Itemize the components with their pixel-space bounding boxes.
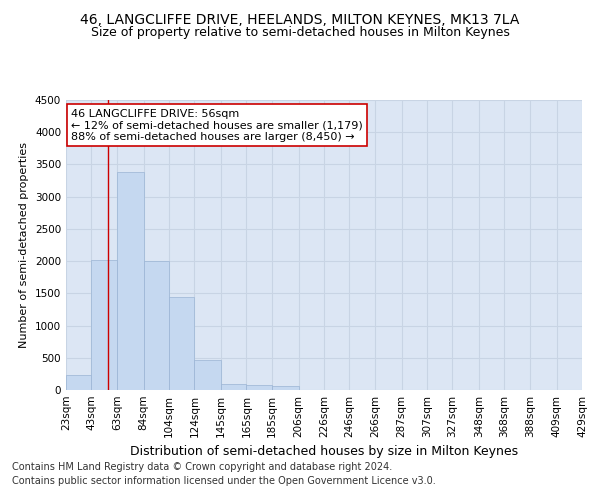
Bar	[169, 296, 194, 390]
Bar	[143, 261, 169, 390]
Text: Size of property relative to semi-detached houses in Milton Keynes: Size of property relative to semi-detach…	[91, 26, 509, 39]
X-axis label: Distribution of semi-detached houses by size in Milton Keynes: Distribution of semi-detached houses by …	[130, 446, 518, 458]
Bar	[221, 384, 247, 390]
Bar	[194, 360, 221, 390]
Bar	[272, 386, 299, 390]
Bar	[247, 386, 272, 390]
Text: Contains public sector information licensed under the Open Government Licence v3: Contains public sector information licen…	[12, 476, 436, 486]
Bar	[66, 375, 91, 390]
Text: 46 LANGCLIFFE DRIVE: 56sqm
← 12% of semi-detached houses are smaller (1,179)
88%: 46 LANGCLIFFE DRIVE: 56sqm ← 12% of semi…	[71, 108, 363, 142]
Y-axis label: Number of semi-detached properties: Number of semi-detached properties	[19, 142, 29, 348]
Text: Contains HM Land Registry data © Crown copyright and database right 2024.: Contains HM Land Registry data © Crown c…	[12, 462, 392, 472]
Text: 46, LANGCLIFFE DRIVE, HEELANDS, MILTON KEYNES, MK13 7LA: 46, LANGCLIFFE DRIVE, HEELANDS, MILTON K…	[80, 12, 520, 26]
Bar	[91, 260, 117, 390]
Bar	[117, 172, 143, 390]
